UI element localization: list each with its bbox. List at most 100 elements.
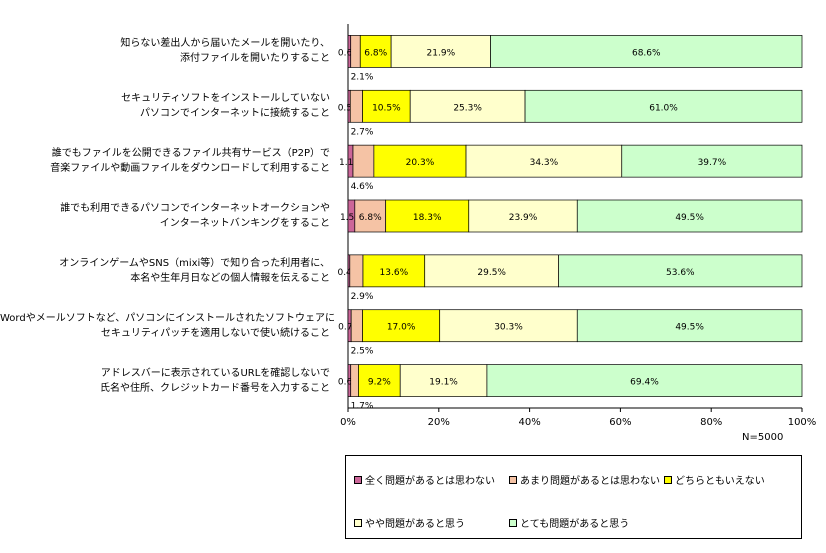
bar-segment <box>468 199 578 233</box>
x-tick-label: 20% <box>428 417 450 428</box>
category-label-line: 音楽ファイルや動画ファイルをダウンロードして利用すること <box>50 163 330 175</box>
bar-segment <box>409 89 526 123</box>
sample-size-note: N=5000 <box>742 432 784 443</box>
data-label: 69.4% <box>630 378 659 388</box>
legend-label: 全く問題があるとは思わない <box>365 476 495 487</box>
legend-swatch <box>664 475 672 484</box>
data-label: 0.4% <box>337 268 360 278</box>
legend-label: あまり問題があるとは思わない <box>520 476 660 487</box>
category-label-line: 誰でも利用できるパソコンでインターネットオークションや <box>60 203 330 214</box>
legend-item-1: 全く問題があるとは思わない <box>354 472 495 487</box>
x-tick-label: 100% <box>788 417 817 428</box>
data-label: 9.2% <box>368 378 391 388</box>
legend-label: どちらともいえない <box>675 476 765 487</box>
x-tick-label: 60% <box>609 417 631 428</box>
data-label: 20.3% <box>406 158 435 168</box>
legend-item-2: あまり問題があるとは思わない <box>509 472 660 487</box>
category-label-line: オンラインゲームやSNS（mixi等）で知り合った利用者に、 <box>59 257 330 269</box>
data-label: 1.5% <box>340 213 363 223</box>
category-label-line: インターネットバンキングをすること <box>159 218 330 229</box>
data-label: 49.5% <box>675 213 704 223</box>
data-label: 19.1% <box>429 378 458 388</box>
category-label: Wordやメールソフトなど、パソコンにインストールされたソフトウェアにセキュリテ… <box>0 311 336 341</box>
bar-segment <box>621 144 803 178</box>
bar-segment <box>349 89 363 123</box>
bar-segment <box>486 364 803 397</box>
category-label: アドレスバーに表示されているURLを確認しないで 氏名や住所、クレジットカード番号… <box>0 366 330 396</box>
legend: 全く問題があるとは思わない あまり問題があるとは思わない どちらともいえない や… <box>345 455 802 539</box>
bar-segment <box>362 254 426 288</box>
bar-segment <box>359 35 392 68</box>
category-label: 誰でも利用できるパソコンでインターネットオークションやインターネットバンキングを… <box>0 201 330 231</box>
legend-item-4: やや問題があると思う <box>354 515 465 530</box>
bar-segment <box>352 144 375 178</box>
data-label-below: 4.6% <box>351 182 374 192</box>
x-tick-label: 80% <box>700 417 722 428</box>
data-label: 0.6% <box>338 378 361 388</box>
category-label: セキュリティソフトをインストールしていない パソコンでインターネットに接続すること <box>0 91 330 121</box>
bar-segment <box>576 309 803 343</box>
bar-segment <box>439 309 578 343</box>
data-label: 61.0% <box>649 103 678 113</box>
data-label: 29.5% <box>477 268 506 278</box>
x-tick-label: 0% <box>340 417 356 428</box>
data-label: 21.9% <box>427 48 456 58</box>
data-label: 0.7% <box>338 323 361 333</box>
data-label: 1.1% <box>339 158 362 168</box>
category-label-line: 本名や生年月日などの個人情報を伝えること <box>130 272 330 284</box>
bar-segment <box>558 254 803 288</box>
data-label: 17.0% <box>387 323 416 333</box>
legend-label: とても問題があると思う <box>520 519 630 530</box>
bar-segment <box>524 89 803 123</box>
category-label: 知らない差出人から届いたメールを開いたり、添付ファイルを開いたりすること <box>0 36 330 66</box>
data-label: 13.6% <box>380 268 409 278</box>
bar-segment <box>373 144 467 178</box>
data-label: 30.3% <box>494 323 523 333</box>
category-label-line: セキュリティパッチを適用しないで使い続けること <box>100 327 330 339</box>
data-label: 25.3% <box>453 103 482 113</box>
bar-segment <box>354 199 387 233</box>
category-label: オンラインゲームやSNS（mixi等）で知り合った利用者に、本名や生年月日などの… <box>0 256 330 286</box>
data-label: 23.9% <box>509 213 538 223</box>
bar-segment <box>358 364 401 397</box>
bar-segment <box>349 254 364 288</box>
category-label-line: 添付ファイルを開いたりすること <box>180 53 330 65</box>
data-label: 68.6% <box>632 48 661 58</box>
category-label-line: Wordやメールソフトなど、パソコンにインストールされたソフトウェアに <box>0 312 336 324</box>
data-label: 0.5% <box>338 103 361 113</box>
bar-segment <box>465 144 623 178</box>
bar-segment <box>576 199 803 233</box>
bar-segment <box>362 309 441 343</box>
data-label: 10.5% <box>372 103 401 113</box>
legend-swatch <box>354 475 362 484</box>
data-label: 0.6% <box>338 48 361 58</box>
data-label: 6.8% <box>364 48 387 58</box>
bar-segment <box>350 35 361 68</box>
category-label-line: アドレスバーに表示されているURLを確認しないで <box>100 367 330 379</box>
category-label-line: 誰でもファイルを公開できるファイル共有サービス（P2P）で <box>51 148 330 160</box>
legend-item-5: とても問題があると思う <box>509 515 629 530</box>
data-label-below: 2.1% <box>351 72 374 82</box>
legend-swatch <box>509 518 517 527</box>
bar-segment <box>399 364 488 397</box>
bar-segment <box>350 364 359 397</box>
data-label-below: 1.7% <box>351 402 374 412</box>
category-label-line: 氏名や住所、クレジットカード番号を入力すること <box>100 382 330 394</box>
legend-item-3: どちらともいえない <box>664 472 765 487</box>
legend-swatch <box>509 475 517 484</box>
x-tick-label: 40% <box>518 417 540 428</box>
legend-swatch <box>354 518 362 527</box>
data-label: 18.3% <box>413 213 442 223</box>
category-label-line: 知らない差出人から届いたメールを開いたり、 <box>120 38 330 50</box>
data-label-below: 2.9% <box>351 292 374 302</box>
category-label-line: セキュリティソフトをインストールしていない <box>121 93 330 105</box>
data-label-below: 2.5% <box>351 347 374 357</box>
data-label: 34.3% <box>530 158 559 168</box>
data-label: 53.6% <box>666 268 695 278</box>
category-label: 誰でもファイルを公開できるファイル共有サービス（P2P）で 音楽ファイルや動画ファ… <box>0 146 330 176</box>
legend-label: やや問題があると思う <box>365 519 465 530</box>
bar-segment <box>350 309 363 343</box>
data-label: 49.5% <box>675 323 704 333</box>
data-label-below: 2.7% <box>351 127 374 137</box>
